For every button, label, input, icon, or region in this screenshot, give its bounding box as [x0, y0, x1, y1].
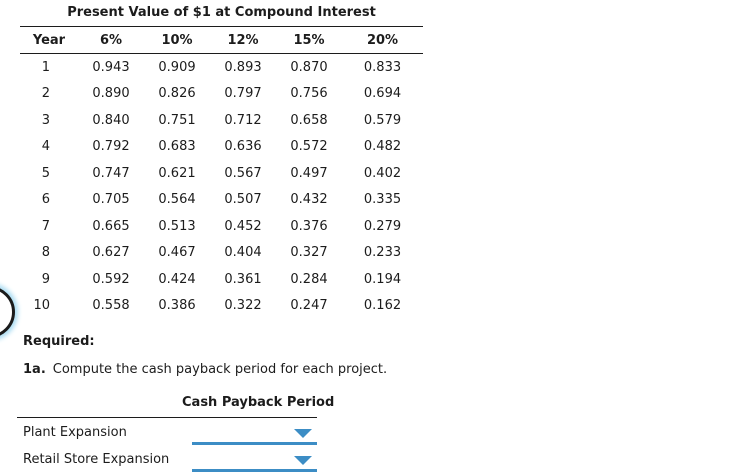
- pv-table-cell: 0.482: [363, 139, 402, 155]
- pv-table-row: 8 0.627 0.467 0.404 0.327 0.233: [20, 240, 423, 267]
- pv-table-cell: 0.402: [363, 165, 402, 181]
- pv-table-cell: 10: [33, 298, 50, 314]
- pv-table-cell: 0.513: [158, 218, 196, 234]
- pv-table-cell: 0.386: [158, 298, 196, 314]
- pv-table-cell: 0.335: [363, 192, 402, 208]
- pv-table-cell: 0.665: [92, 218, 130, 234]
- pv-col-header-10pct: 10%: [144, 26, 210, 54]
- cash-payback-row-plant: Plant Expansion: [17, 418, 317, 445]
- pv-table-cell: 0.572: [290, 139, 328, 155]
- pv-table-cell: 0.694: [363, 86, 402, 102]
- pv-table-cell: 0.247: [290, 298, 328, 314]
- pv-table-cell: 0.893: [224, 59, 262, 75]
- pv-table-cell: 0.658: [290, 112, 328, 128]
- pv-table-cell: 0.279: [363, 218, 402, 234]
- pv-table-row: 5 0.747 0.621 0.567 0.497 0.402: [20, 160, 423, 187]
- pv-table-cell: 0.870: [290, 59, 328, 75]
- pv-table-row: 10 0.558 0.386 0.322 0.247 0.162: [20, 293, 423, 320]
- pv-table-cell: 3: [41, 112, 50, 128]
- pv-table-cell: 0.621: [158, 165, 196, 181]
- pv-table-cell: 0.284: [290, 271, 328, 287]
- pv-table-cell: 0.943: [92, 59, 130, 75]
- pv-table-cell: 0.424: [158, 271, 196, 287]
- pv-table-cell: 0.579: [363, 112, 402, 128]
- pv-table-cell: 6: [41, 192, 50, 208]
- pv-table-cell: 2: [41, 86, 50, 102]
- cash-payback-header-rule: [17, 417, 317, 418]
- pv-table-cell: 0.705: [92, 192, 130, 208]
- pv-table-row: 2 0.890 0.826 0.797 0.756 0.694: [20, 81, 423, 108]
- pv-table-cell: 0.404: [224, 245, 262, 261]
- pv-table-cell: 8: [41, 245, 50, 261]
- pv-table-cell: 0.833: [363, 59, 402, 75]
- present-value-table: Year 6% 10% 12% 15% 20% 1 0.943 0.909 0.893…: [20, 26, 423, 319]
- pv-table-cell: 0.194: [363, 271, 402, 287]
- present-value-table-title: Present Value of $1 at Compound Interest: [67, 5, 376, 20]
- pv-table-cell: 0.467: [158, 245, 196, 261]
- instruction-text: Compute the cash payback period for each…: [52, 362, 388, 377]
- pv-table-cell: 4: [41, 139, 50, 155]
- instruction-number: 1a.: [23, 362, 46, 377]
- pv-table-row: 6 0.705 0.564 0.507 0.432 0.335: [20, 187, 423, 214]
- pv-col-header-12pct: 12%: [210, 26, 276, 54]
- pv-table-body: 1 0.943 0.909 0.893 0.870 0.833 2 0.890 0.826 0.7…: [20, 54, 423, 320]
- pv-table-cell: 0.747: [92, 165, 130, 181]
- pv-table-cell: 0.792: [92, 139, 130, 155]
- pv-table-cell: 0.162: [363, 298, 402, 314]
- cash-payback-title: Cash Payback Period: [182, 395, 335, 410]
- pv-table-cell: 0.497: [290, 165, 328, 181]
- cash-payback-section: Cash Payback Period Plant Expansion Reta…: [17, 395, 335, 472]
- pv-table-cell: 0.558: [92, 298, 130, 314]
- plant-expansion-label: Plant Expansion: [23, 425, 127, 440]
- pv-table-cell: 0.361: [224, 271, 262, 287]
- retail-store-expansion-dropdown[interactable]: [192, 447, 317, 472]
- pv-table-cell: 9: [41, 271, 50, 287]
- present-value-table-section: Present Value of $1 at Compound Interest…: [20, 0, 423, 319]
- plant-expansion-dropdown[interactable]: [192, 420, 317, 445]
- instruction-1a: 1a. Compute the cash payback period for e…: [23, 362, 753, 378]
- pv-table-cell: 5: [41, 165, 50, 181]
- pv-table-cell: 0.507: [224, 192, 262, 208]
- pv-table-cell: 0.627: [92, 245, 130, 261]
- pv-table-row: 3 0.840 0.751 0.712 0.658 0.579: [20, 107, 423, 134]
- pv-table-cell: 7: [41, 218, 50, 234]
- pv-table-cell: 0.432: [290, 192, 328, 208]
- pv-table-cell: 0.826: [158, 86, 196, 102]
- pv-table-cell: 0.683: [158, 139, 196, 155]
- pv-table-cell: 0.327: [290, 245, 328, 261]
- pv-table-cell: 0.564: [158, 192, 196, 208]
- dropdown-arrow-icon[interactable]: [294, 429, 312, 438]
- pv-table-cell: 0.567: [224, 165, 262, 181]
- pv-col-header-20pct: 20%: [342, 26, 423, 54]
- pv-table-cell: 0.797: [224, 86, 262, 102]
- retail-store-expansion-label: Retail Store Expansion: [23, 452, 170, 467]
- dropdown-arrow-icon[interactable]: [294, 456, 312, 465]
- pv-table-row: 1 0.943 0.909 0.893 0.870 0.833: [20, 54, 423, 81]
- pv-table-cell: 0.840: [92, 112, 130, 128]
- pv-table-cell: 0.322: [224, 298, 262, 314]
- pv-table-row: 4 0.792 0.683 0.636 0.572 0.482: [20, 134, 423, 161]
- pv-table-cell: 0.233: [363, 245, 402, 261]
- pv-table-cell: 0.890: [92, 86, 130, 102]
- pv-col-header-15pct: 15%: [276, 26, 342, 54]
- pv-table-cell: 0.452: [224, 218, 262, 234]
- pv-table-cell: 0.376: [290, 218, 328, 234]
- pv-table-cell: 0.751: [158, 112, 196, 128]
- pv-col-header-year: Year: [20, 26, 78, 54]
- pv-table-header-row: Year 6% 10% 12% 15% 20%: [20, 26, 423, 54]
- cash-payback-row-retail: Retail Store Expansion: [17, 445, 317, 472]
- pv-table-row: 9 0.592 0.424 0.361 0.284 0.194: [20, 266, 423, 293]
- pv-col-header-6pct: 6%: [78, 26, 144, 54]
- pv-table-cell: 1: [41, 59, 50, 75]
- pv-table-cell: 0.712: [224, 112, 262, 128]
- pv-table-cell: 0.909: [158, 59, 196, 75]
- required-heading: Required:: [23, 334, 95, 349]
- pv-table-row: 7 0.665 0.513 0.452 0.376 0.279: [20, 213, 423, 240]
- edge-circle-indicator: [0, 286, 15, 338]
- pv-table-cell: 0.636: [224, 139, 262, 155]
- pv-table-cell: 0.592: [92, 271, 130, 287]
- pv-table-cell: 0.756: [290, 86, 328, 102]
